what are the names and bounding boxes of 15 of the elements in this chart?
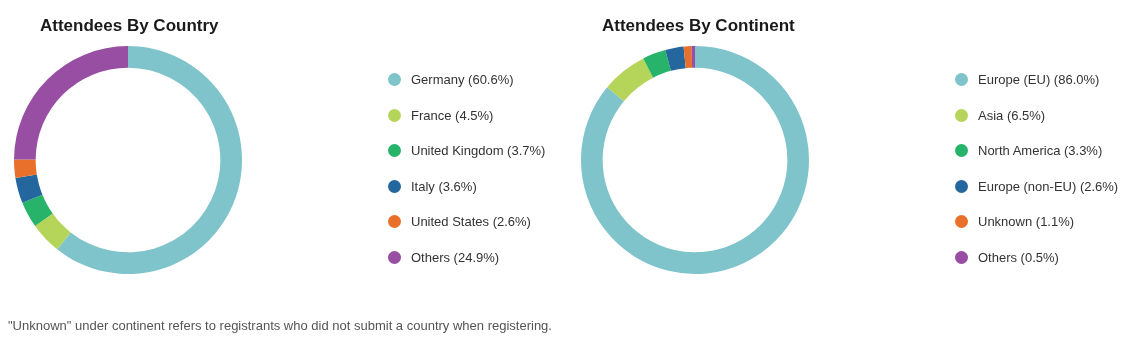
text: "Unknown" under continent refers to registrants who did not submit a country when registering. <box>8 318 552 333</box>
chart-title: Attendees By Country <box>40 16 219 36</box>
legend-label: Others (24.9%) <box>411 249 500 265</box>
legend-label: Asia (6.5%) <box>978 107 1046 123</box>
legend-label: North America (3.3%) <box>978 143 1103 159</box>
legend-label: Germany (60.6%) <box>411 72 514 88</box>
legend-label: France (4.5%) <box>411 107 494 123</box>
legend-label: Europe (non-EU) (2.6%) <box>978 178 1119 194</box>
legend-label: Others (0.5%) <box>978 249 1059 265</box>
legend-label: Italy (3.6%) <box>411 178 477 194</box>
legend-label: United States (2.6%) <box>411 214 531 230</box>
chart-title: Attendees By Continent <box>602 16 795 36</box>
legend-label: Europe (EU) (86.0%) <box>978 72 1100 88</box>
legend-label: Unknown (1.1%) <box>978 214 1075 230</box>
legend-label: United Kingdom (3.7%) <box>411 143 546 159</box>
